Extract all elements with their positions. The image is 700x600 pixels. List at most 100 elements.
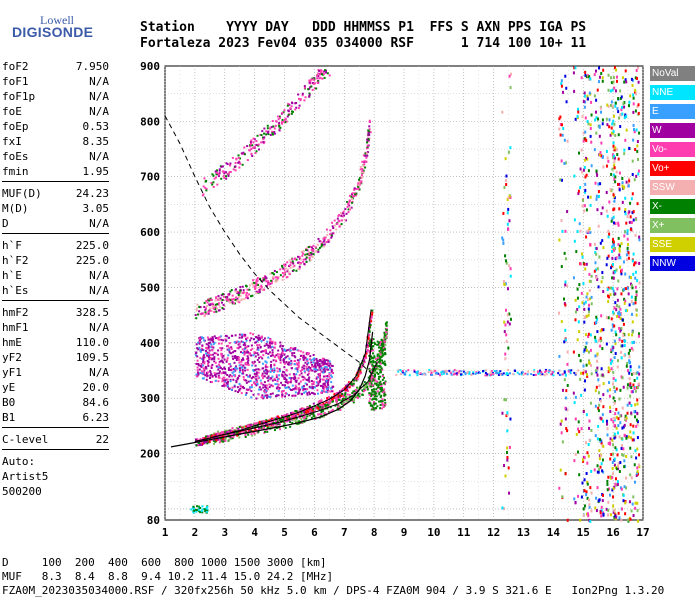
cusp-point (370, 408, 373, 411)
o-trace-point (265, 419, 268, 422)
multi2-trace-point (257, 290, 260, 293)
y-tick-label: 500 (140, 281, 160, 294)
o-trace-point (294, 414, 297, 417)
interference-point (600, 441, 603, 445)
multi2-trace-point (213, 311, 216, 314)
multi2-trace-point (310, 255, 313, 258)
multi2-trace-point (298, 265, 301, 268)
o-trace-point (338, 394, 341, 397)
spread-f-point (284, 377, 287, 380)
o-trace-point (270, 417, 273, 420)
spread-f-point (307, 361, 310, 364)
cusp-point (378, 365, 381, 368)
spread-f-point (256, 337, 259, 340)
spread-f-point (297, 377, 300, 380)
cusp-point (368, 351, 371, 354)
band-point (513, 369, 516, 372)
spread-f-point (296, 368, 299, 371)
multi2-trace-point (270, 282, 273, 285)
interference-point (635, 308, 638, 312)
interference-point (590, 364, 593, 368)
interference-point (620, 95, 623, 99)
spread-f-point (233, 355, 236, 358)
spread-f-point (246, 362, 249, 365)
multi2-trace-point (262, 278, 265, 281)
interference-point (622, 260, 625, 264)
o-trace-point (208, 441, 211, 444)
spread-f-point (304, 361, 307, 364)
multi2-trace-point (230, 298, 233, 301)
param-row: M(D) 3.05 (2, 201, 109, 216)
interference-point (623, 287, 626, 291)
interference-point (624, 208, 627, 212)
multi3-trace-point (294, 108, 297, 111)
interference-point (597, 80, 600, 84)
multi3-trace-point (221, 170, 224, 173)
spread-f-point (248, 374, 251, 377)
o-trace-point (313, 405, 316, 408)
o-trace-point (229, 433, 232, 436)
interference-point (596, 88, 599, 92)
spread-f-point (281, 384, 284, 387)
spread-f-point (233, 385, 236, 388)
interference-point (630, 476, 633, 480)
spread-f-point (224, 371, 227, 374)
spread-f-point (320, 367, 323, 370)
spread-f-point (282, 359, 285, 362)
multi2-trace-point (297, 255, 300, 258)
interference-point (628, 104, 631, 108)
multi2-trace-point (259, 287, 262, 290)
interference-point (589, 486, 592, 490)
interference-point (558, 354, 561, 358)
interference-point (579, 186, 582, 190)
multi2-trace-point (240, 299, 243, 302)
band-point (440, 373, 443, 376)
interference-point (582, 459, 585, 463)
multi2-trace-point (283, 273, 286, 276)
spread-f-point (318, 366, 321, 369)
spread-f-point (245, 345, 248, 348)
o-trace-point (204, 435, 207, 438)
multi3-trace-point (252, 141, 255, 144)
spread-f-point (255, 336, 258, 339)
multi3-trace-point (316, 77, 319, 80)
spread-f-point (281, 374, 284, 377)
interference-point (636, 144, 639, 148)
x-trace-point (384, 335, 387, 338)
spread-f-point (303, 356, 306, 359)
o-trace-point (299, 414, 302, 417)
multi3-trace-point (286, 115, 289, 118)
interference-point (631, 341, 634, 345)
interference-point (559, 115, 562, 119)
x-tick-label: 16 (607, 526, 621, 539)
spread-f-point (266, 370, 269, 373)
spread-f-point (261, 377, 264, 380)
multi2-trace-point (331, 221, 334, 224)
spread-f-point (243, 353, 246, 356)
interference-point (613, 66, 616, 70)
multi2-trace-point (270, 279, 273, 282)
o-trace-point (339, 395, 342, 398)
interference-point (588, 498, 591, 502)
spread-f-point (232, 357, 235, 360)
multi2-trace-point (271, 276, 274, 279)
o-trace-point (312, 402, 315, 405)
multi2-trace-point (358, 183, 361, 186)
x-tick-label: 11 (457, 526, 471, 539)
interference-point (587, 514, 590, 518)
x-trace-point (305, 416, 308, 419)
cusp-point (369, 343, 372, 346)
spread-f-point (225, 384, 228, 387)
x-trace-point (305, 417, 308, 420)
o-trace-point (353, 379, 356, 382)
multi2-trace-point (345, 212, 348, 215)
o-trace-point (205, 440, 208, 443)
interference-point (583, 105, 586, 109)
spread-f-point (317, 392, 320, 395)
multi2-trace-point (236, 300, 239, 303)
logo-text-digisonde: DIGISONDE (12, 24, 94, 40)
o-trace-point (216, 433, 219, 436)
spread-f-point (203, 361, 206, 364)
interference-point (626, 411, 629, 415)
spread-f-point (320, 391, 323, 394)
